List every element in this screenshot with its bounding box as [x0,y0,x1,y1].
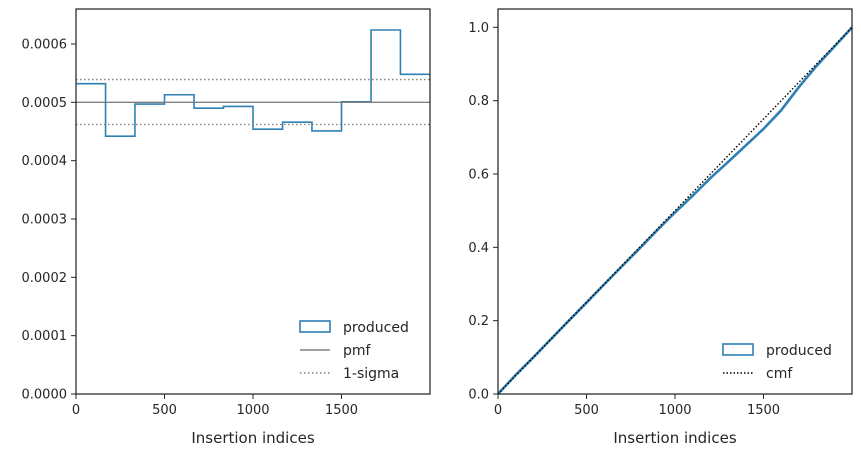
right-y-tick-label: 0.4 [468,241,489,256]
right-y-tick-label: 0.2 [468,314,489,329]
cmf-line [497,26,853,395]
right-y-tick-label: 0.8 [468,94,489,109]
legend-produced-swatch [299,320,331,333]
right-plot-area [498,9,852,394]
legend-1-sigma-label: 1-sigma [343,366,399,382]
right-x-tick-label: 1000 [658,403,691,418]
left-y-tick-label: 0.0006 [22,38,68,53]
right-x-tick-label: 1500 [747,403,780,418]
right-x-tick-label: 500 [574,403,599,418]
right-y-tick-label: 0.6 [468,168,489,183]
left-y-tick-label: 0.0004 [22,154,68,169]
legend-produced-label-right: produced [766,343,832,359]
right-y-tick-label: 1.0 [468,21,489,36]
left-y-tick-label: 0.0002 [22,271,68,286]
left-x-axis-label: Insertion indices [191,429,314,447]
right-marks [497,26,853,395]
left-legend: produced pmf 1-sigma [299,320,409,382]
legend-produced-swatch-right [722,343,754,356]
left-y-tick-label: 0.0000 [22,388,68,403]
legend-produced-label: produced [343,320,409,336]
right-y-ticks: 0.0 0.2 0.4 0.6 0.8 1.0 [468,21,498,403]
right-y-tick-label: 0.0 [468,388,489,403]
left-y-tick-label: 0.0005 [22,96,68,111]
left-y-tick-label: 0.0001 [22,329,68,344]
legend-pmf-label: pmf [343,343,372,359]
left-x-ticks: 0 500 1000 1500 [72,394,358,418]
right-x-ticks: 0 500 1000 1500 [494,394,780,418]
left-y-tick-label: 0.0003 [22,213,68,228]
left-x-tick-label: 1500 [325,403,358,418]
left-x-tick-label: 500 [152,403,177,418]
produced-step [76,29,430,137]
right-x-tick-label: 0 [494,403,502,418]
right-chart: 0 500 1000 1500 0.0 0.2 0.4 0.6 0.8 1.0 Insertio… [468,8,853,447]
left-y-ticks: 0.0000 0.0001 0.0002 0.0003 0.0004 0.0005 0.00… [22,38,76,403]
legend-cmf-label: cmf [766,366,793,382]
right-x-axis-label: Insertion indices [613,429,736,447]
left-x-tick-label: 1000 [236,403,269,418]
left-marks [76,29,430,137]
right-legend: produced cmf [722,343,832,382]
left-chart: 0 500 1000 1500 0.00000.00010.00020.00030.0… [22,8,431,447]
left-plot-area [76,9,430,394]
left-x-tick-label: 0 [72,403,80,418]
